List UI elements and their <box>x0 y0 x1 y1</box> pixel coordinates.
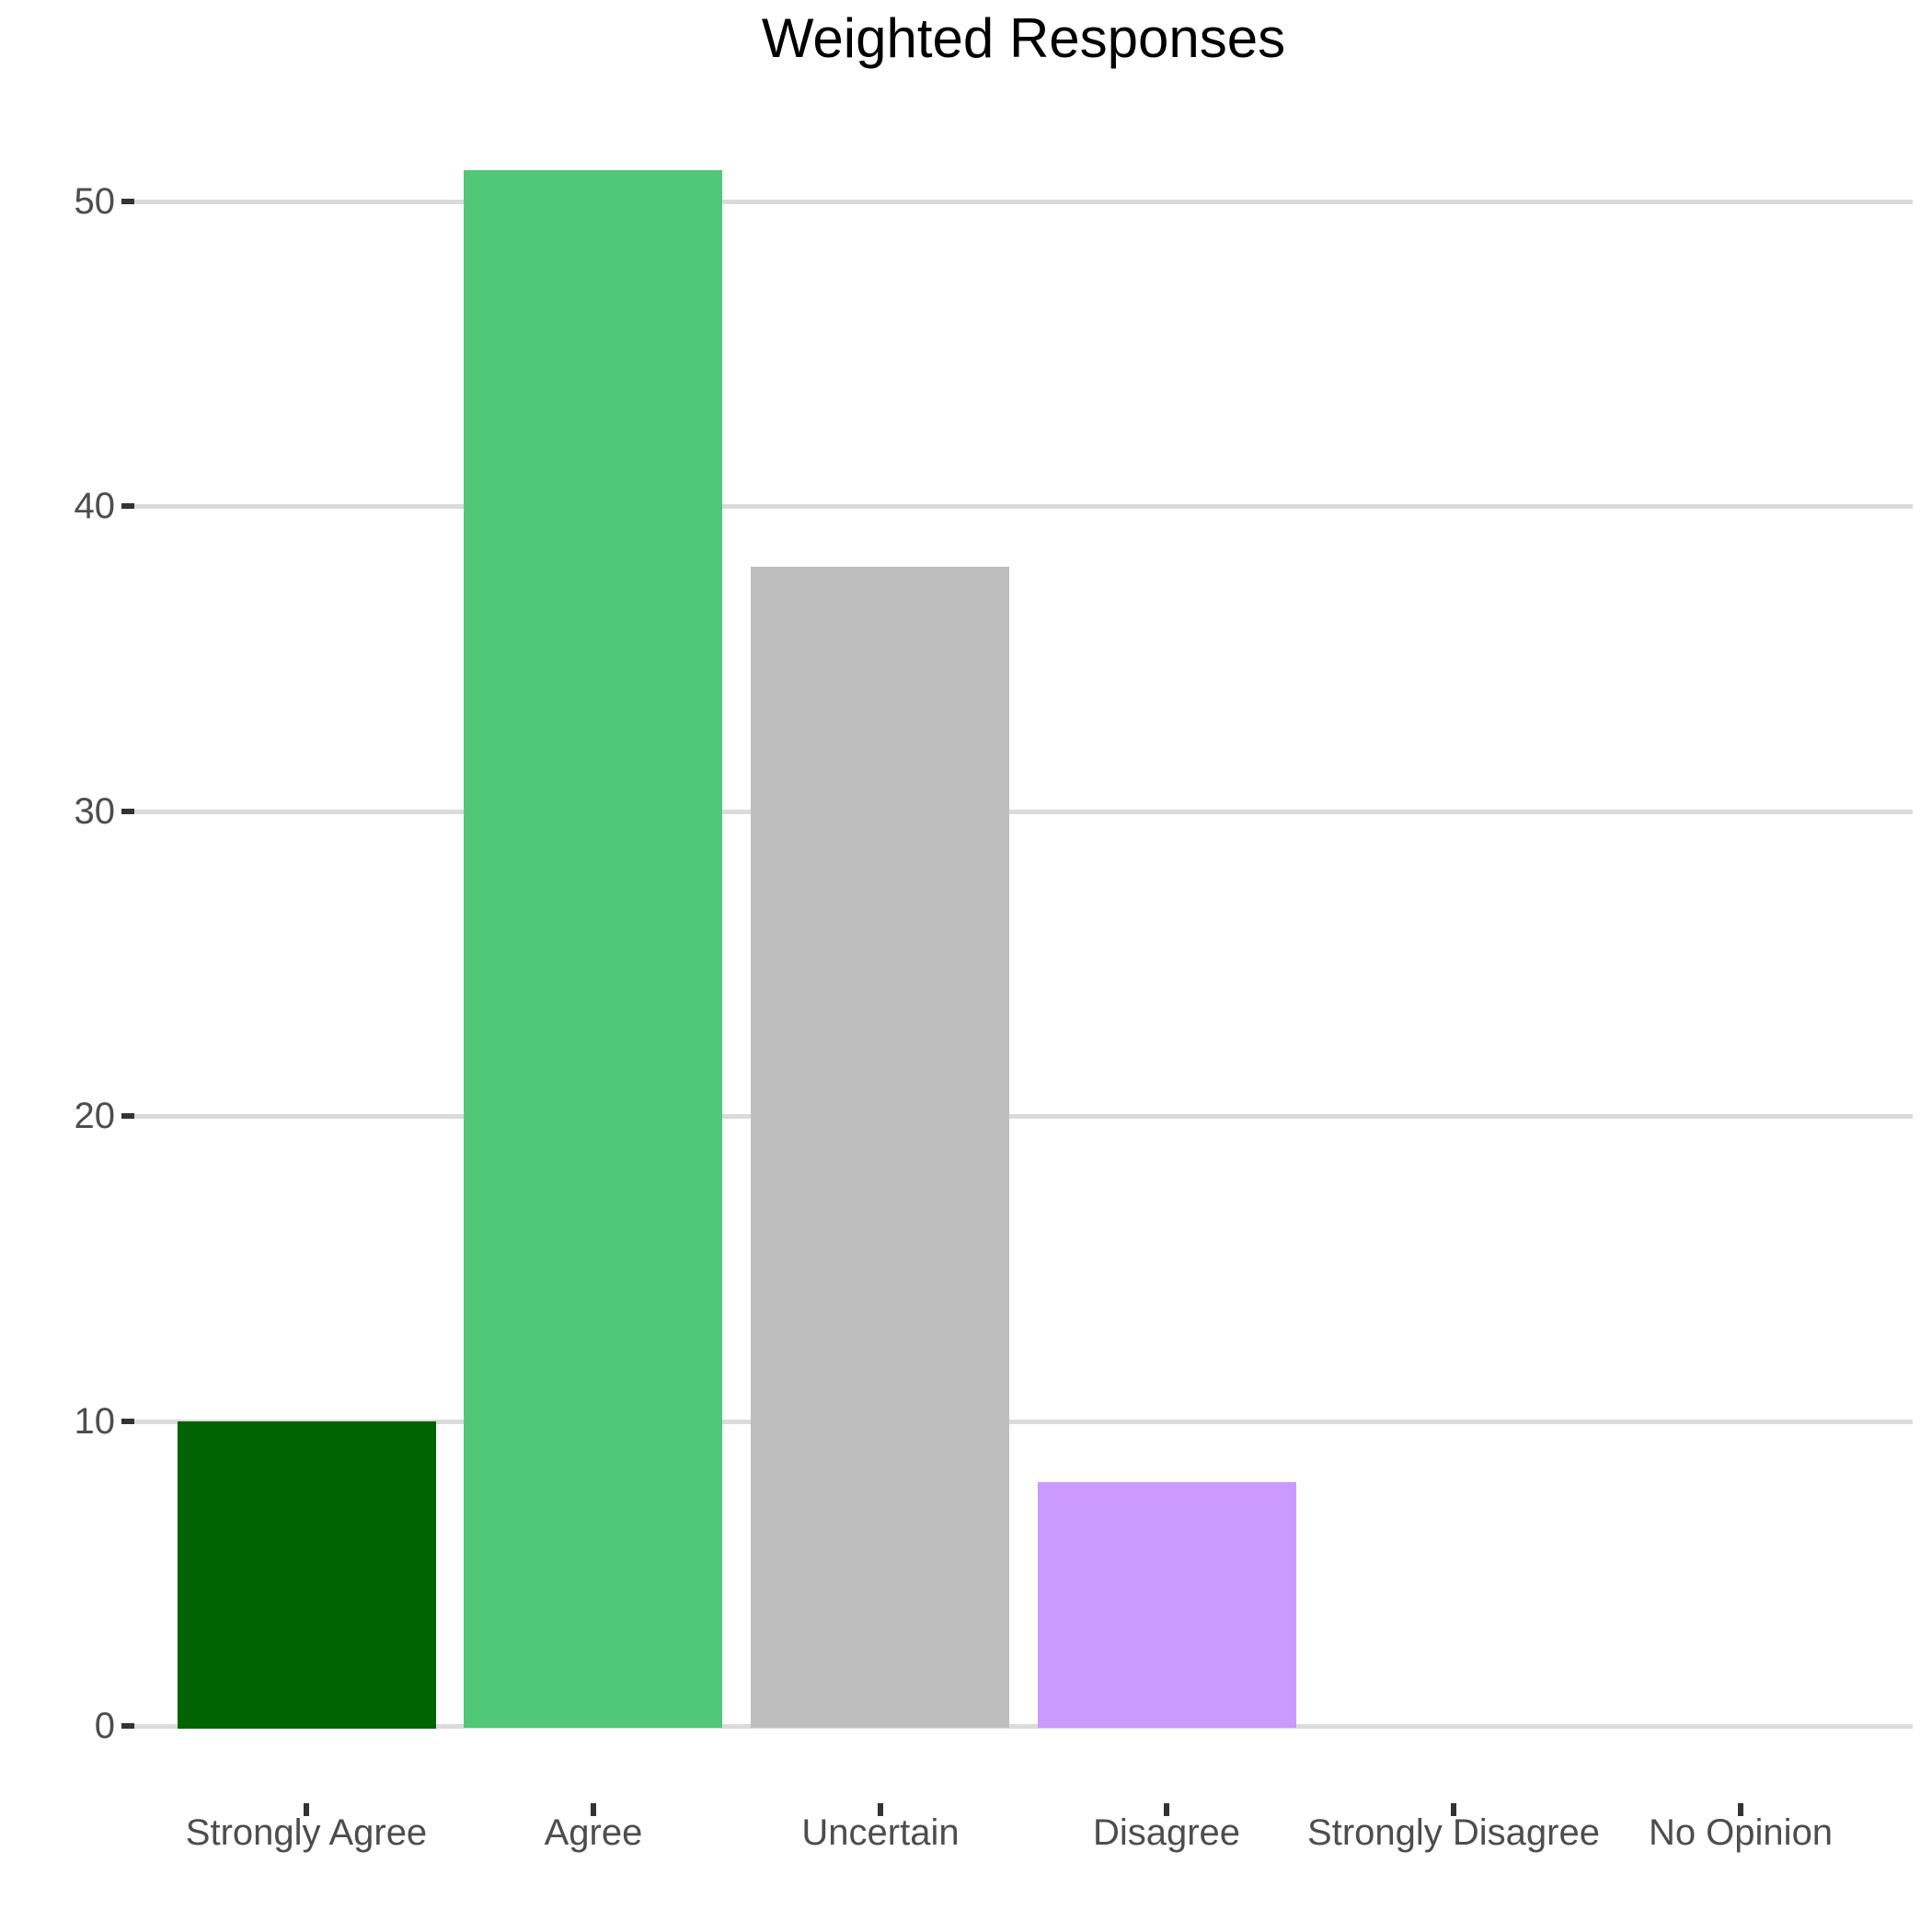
bar-agree <box>464 170 722 1728</box>
bar-strongly-agree <box>178 1421 436 1729</box>
y-axis-tick-40 <box>121 503 134 509</box>
y-axis-tick-label: 0 <box>94 1706 115 1746</box>
bar-disagree <box>1038 1482 1296 1728</box>
x-axis-tick-label: Strongly Disagree <box>1307 1812 1600 1853</box>
y-axis-tick-label: 30 <box>74 790 116 832</box>
x-axis-tick-label: No Opinion <box>1648 1812 1834 1853</box>
y-axis-tick-label: 20 <box>74 1096 116 1136</box>
x-axis-tick-label: Disagree <box>1092 1812 1241 1853</box>
y-axis-tick-label: 50 <box>74 180 116 222</box>
x-axis-tick-uncertain <box>878 1803 883 1816</box>
y-axis-tick-20 <box>121 1113 134 1119</box>
x-axis-tick-strongly-agree <box>304 1803 309 1816</box>
x-axis-tick-label: Uncertain <box>801 1812 960 1853</box>
x-axis-tick-label: Agree <box>544 1812 643 1853</box>
x-axis-tick-agree <box>591 1803 596 1816</box>
x-axis-tick-no-opinion <box>1738 1803 1743 1816</box>
gridline-y-0 <box>134 1724 1913 1729</box>
y-axis-tick-10 <box>121 1418 134 1424</box>
gridline-y-20 <box>134 1114 1913 1119</box>
x-axis-tick-strongly-disagree <box>1451 1803 1456 1816</box>
gridline-y-40 <box>134 504 1913 509</box>
y-axis-tick-0 <box>121 1723 134 1729</box>
bar-uncertain <box>751 567 1009 1728</box>
chart-title: Weighted Responses <box>761 7 1286 69</box>
gridline-y-30 <box>134 809 1913 814</box>
gridline-y-10 <box>134 1419 1913 1424</box>
x-axis-tick-label: Strongly Agree <box>185 1812 428 1853</box>
y-axis-tick-label: 40 <box>74 486 116 526</box>
x-axis-tick-disagree <box>1164 1803 1169 1816</box>
gridline-y-50 <box>134 199 1913 204</box>
y-axis-tick-50 <box>121 198 134 204</box>
y-axis-tick-30 <box>121 808 134 814</box>
y-axis-tick-label: 10 <box>74 1400 116 1442</box>
